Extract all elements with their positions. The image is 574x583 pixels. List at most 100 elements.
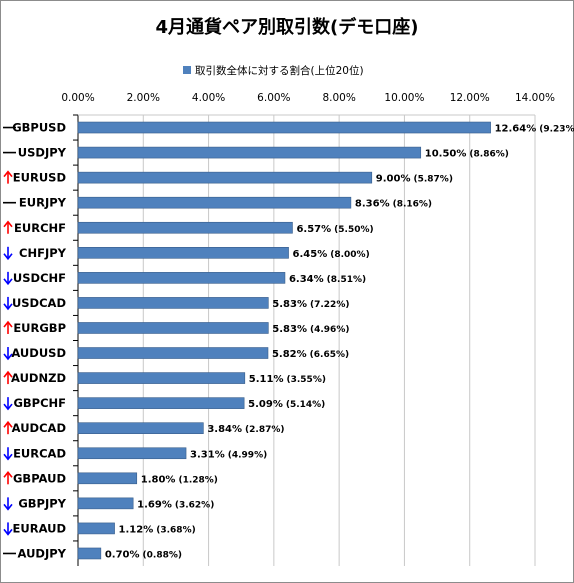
data-label-previous: (9.23%) [539, 125, 574, 135]
legend: 取引数全体に対する割合(上位20位) [183, 64, 364, 77]
bar [77, 397, 245, 409]
category-label: GBPJPY [18, 496, 66, 510]
down-arrow-icon [3, 296, 13, 311]
data-label-previous: (8.00%) [330, 250, 369, 260]
bar [77, 272, 286, 284]
category-label: EURCHF [14, 221, 66, 235]
category-label: AUDCAD [12, 421, 66, 435]
bar [77, 171, 373, 184]
data-label-value: 6.57% [296, 224, 331, 235]
up-arrow-icon [3, 320, 13, 334]
data-label-previous: (0.88%) [143, 550, 182, 560]
category-label: AUDNZD [11, 371, 66, 385]
bar [77, 347, 269, 359]
up-arrow-icon [3, 220, 13, 234]
bars [77, 121, 491, 560]
legend-label: 取引数全体に対する割合(上位20位) [195, 64, 364, 77]
data-label-value: 9.00% [376, 174, 411, 185]
bar [77, 447, 187, 460]
category-label: USDCHF [13, 271, 66, 285]
data-label: 9.00% (5.87%) [376, 174, 453, 185]
x-tick-label: 10.00% [384, 92, 424, 104]
data-label: 6.34% (8.51%) [289, 274, 366, 285]
data-label-value: 5.09% [248, 399, 283, 410]
data-label-previous: (4.96%) [310, 325, 349, 335]
down-arrow-icon [3, 271, 13, 286]
data-label-previous: (8.51%) [327, 275, 366, 285]
data-label-value: 0.70% [105, 549, 140, 560]
category-label: EURGBP [13, 321, 66, 335]
data-label: 1.12% (3.68%) [119, 524, 196, 535]
data-label-previous: (3.68%) [156, 525, 195, 535]
category-label: USDJPY [18, 146, 67, 160]
legend-swatch [183, 66, 191, 74]
x-axis-tick-labels: 0.00% 2.00% 4.00% 6.00% 8.00% 10.00% 12.00% 14.… [61, 92, 555, 104]
down-arrow-icon [3, 522, 13, 536]
x-tick-label: 0.00% [61, 92, 94, 104]
down-arrow-icon [3, 497, 13, 511]
data-label-value: 8.36% [355, 199, 390, 210]
gridlines [73, 114, 536, 566]
data-label: 5.11% (3.55%) [249, 374, 326, 385]
up-arrow-icon [3, 420, 13, 435]
data-label-previous: (3.62%) [175, 500, 214, 510]
up-arrow-icon [3, 471, 13, 485]
data-label-value: 3.84% [207, 424, 242, 435]
data-label-value: 1.12% [119, 524, 154, 535]
bar [77, 522, 115, 535]
data-label-previous: (6.65%) [310, 350, 349, 360]
category-label: EURUSD [13, 171, 66, 185]
data-label-value: 5.83% [272, 299, 307, 310]
bar [77, 322, 269, 334]
category-label: USDCAD [12, 296, 66, 310]
chart-title: 4月通貨ペア別取引数(デモ口座) [156, 16, 419, 38]
data-label-value: 1.80% [141, 474, 176, 485]
data-label-previous: (5.87%) [413, 175, 452, 185]
x-tick-label: 8.00% [322, 92, 355, 104]
down-arrow-icon [3, 447, 13, 461]
data-label-previous: (4.99%) [228, 450, 267, 460]
data-label-value: 6.34% [289, 274, 324, 285]
data-label-previous: (5.50%) [334, 225, 373, 235]
data-label-value: 6.45% [293, 249, 328, 260]
down-arrow-icon [3, 397, 13, 411]
category-label: AUDUSD [11, 346, 66, 360]
data-label-value: 5.11% [249, 374, 284, 385]
x-tick-label: 4.00% [192, 92, 225, 104]
data-label: 6.57% (5.50%) [296, 224, 373, 235]
data-label-previous: (8.16%) [393, 200, 432, 210]
category-labels: GBPUSD USDJPY EURUSD EURJPY EURCHF CHFJPY USDC… [3, 121, 67, 560]
x-tick-label: 12.00% [450, 92, 490, 104]
category-label: EURJPY [19, 196, 67, 210]
x-tick-label: 6.00% [257, 92, 290, 104]
bar [77, 247, 289, 259]
data-label: 12.64%(9.23%) [495, 124, 574, 135]
data-label: 5.82% (6.65%) [272, 349, 349, 360]
data-label-value: 5.82% [272, 349, 307, 360]
data-label-previous: (5.14%) [286, 400, 325, 410]
data-label-previous: (8.86%) [469, 150, 508, 160]
data-label-previous: (2.87%) [245, 425, 284, 435]
bar [77, 221, 293, 234]
category-label: EURAUD [13, 521, 66, 535]
up-arrow-icon [3, 170, 13, 184]
down-arrow-icon [3, 347, 13, 361]
bar [77, 372, 246, 384]
category-label: GBPUSD [12, 121, 66, 135]
bar [77, 297, 269, 309]
data-label-value: 3.31% [190, 449, 225, 460]
category-label: EURCAD [13, 446, 66, 460]
data-label: 5.09% (5.14%) [248, 399, 325, 410]
data-label: 1.69% (3.62%) [137, 499, 214, 510]
x-tick-label: 14.00% [515, 92, 555, 104]
data-label: 8.36% (8.16%) [355, 199, 432, 210]
bar [77, 422, 204, 434]
bar [77, 121, 491, 134]
data-label-previous: (7.22%) [310, 300, 349, 310]
category-label: CHFJPY [19, 246, 67, 260]
category-label: GBPAUD [13, 471, 66, 485]
data-label: 3.31% (4.99%) [190, 449, 267, 460]
bar [77, 472, 138, 485]
category-label: GBPCHF [13, 396, 66, 410]
